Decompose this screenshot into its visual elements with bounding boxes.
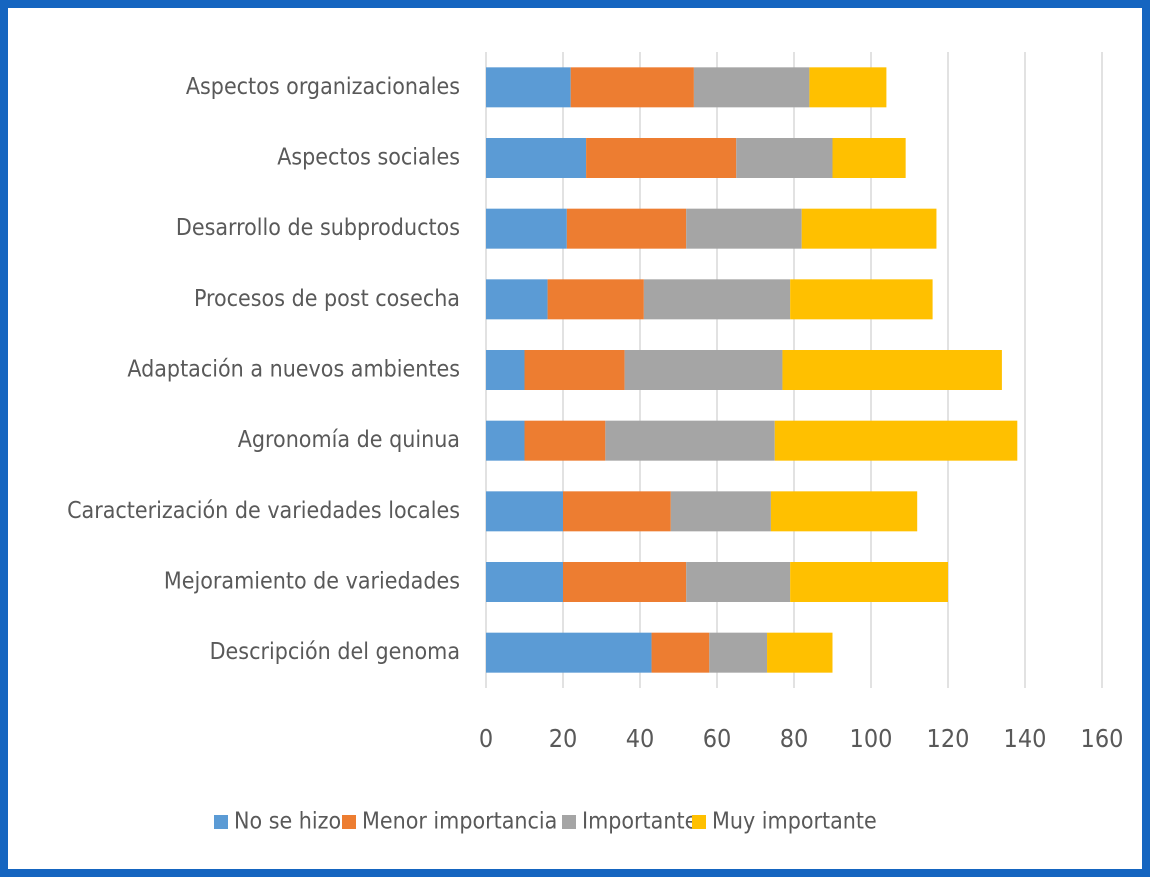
bar-segment [709, 632, 768, 673]
y-tick-label: Agronomía de quinua [238, 427, 460, 453]
bar-segment [832, 138, 906, 178]
bar-segment [486, 562, 563, 602]
legend-label: Muy importante [712, 809, 877, 835]
x-tick-label: 140 [1004, 724, 1047, 753]
x-tick-label: 40 [626, 724, 655, 753]
y-tick-label: Desarrollo de subproductos [176, 215, 460, 241]
x-tick-label: 160 [1081, 724, 1124, 753]
bar-segment [767, 632, 833, 673]
bar-segment [693, 67, 810, 108]
bar-segment [586, 138, 737, 178]
bar-segment [774, 420, 1018, 461]
bar-segment [486, 279, 548, 320]
y-tick-label: Descripción del genoma [210, 639, 460, 665]
bar-segment [651, 632, 710, 673]
bar-segment [547, 279, 644, 320]
bar-segment [643, 279, 791, 320]
legend-swatch [562, 815, 576, 829]
y-tick-label: Aspectos organizacionales [186, 74, 460, 100]
legend-swatch [214, 815, 228, 829]
x-tick-label: 0 [479, 724, 493, 753]
bar-segment [486, 208, 567, 249]
bar-segment [486, 67, 571, 108]
bar-segment [686, 562, 791, 602]
bar-segment [790, 562, 948, 602]
bar-segment [524, 350, 625, 390]
legend-label: Importante [582, 809, 697, 835]
bar-segment [736, 138, 833, 178]
y-tick-label: Procesos de post cosecha [194, 286, 460, 312]
bar-segment [563, 562, 687, 602]
x-tick-label: 120 [927, 724, 970, 753]
bar-segment [624, 350, 783, 390]
bar-segment [486, 420, 525, 461]
y-tick-label: Mejoramiento de variedades [164, 569, 460, 595]
legend-swatch [342, 815, 356, 829]
bar-segment [801, 208, 937, 249]
bar-segment [486, 491, 563, 532]
bar-segment [524, 420, 606, 461]
bar-segment [566, 208, 687, 249]
bar-segment [790, 279, 933, 320]
x-tick-label: 20 [549, 724, 578, 753]
bar-segment [486, 350, 525, 390]
bar-segment [809, 67, 887, 108]
y-tick-label: Aspectos sociales [277, 145, 460, 171]
bar-segment [570, 67, 694, 108]
bar-segment [670, 491, 771, 532]
y-tick-label: Caracterización de variedades locales [67, 498, 460, 524]
legend-label: Menor importancia [362, 809, 557, 835]
y-tick-label: Adaptación a nuevos ambientes [127, 357, 460, 383]
bar-segment [770, 491, 918, 532]
bar-segment [782, 350, 1002, 390]
bar-segment [486, 138, 587, 178]
bar-segment [686, 208, 802, 249]
x-tick-label: 80 [780, 724, 809, 753]
x-tick-label: 100 [850, 724, 893, 753]
bar-segment [486, 632, 652, 673]
legend-swatch [692, 815, 706, 829]
bar-segment [605, 420, 775, 461]
legend-label: No se hizo [234, 809, 341, 835]
bar-segment [563, 491, 671, 532]
x-tick-label: 60 [703, 724, 732, 753]
